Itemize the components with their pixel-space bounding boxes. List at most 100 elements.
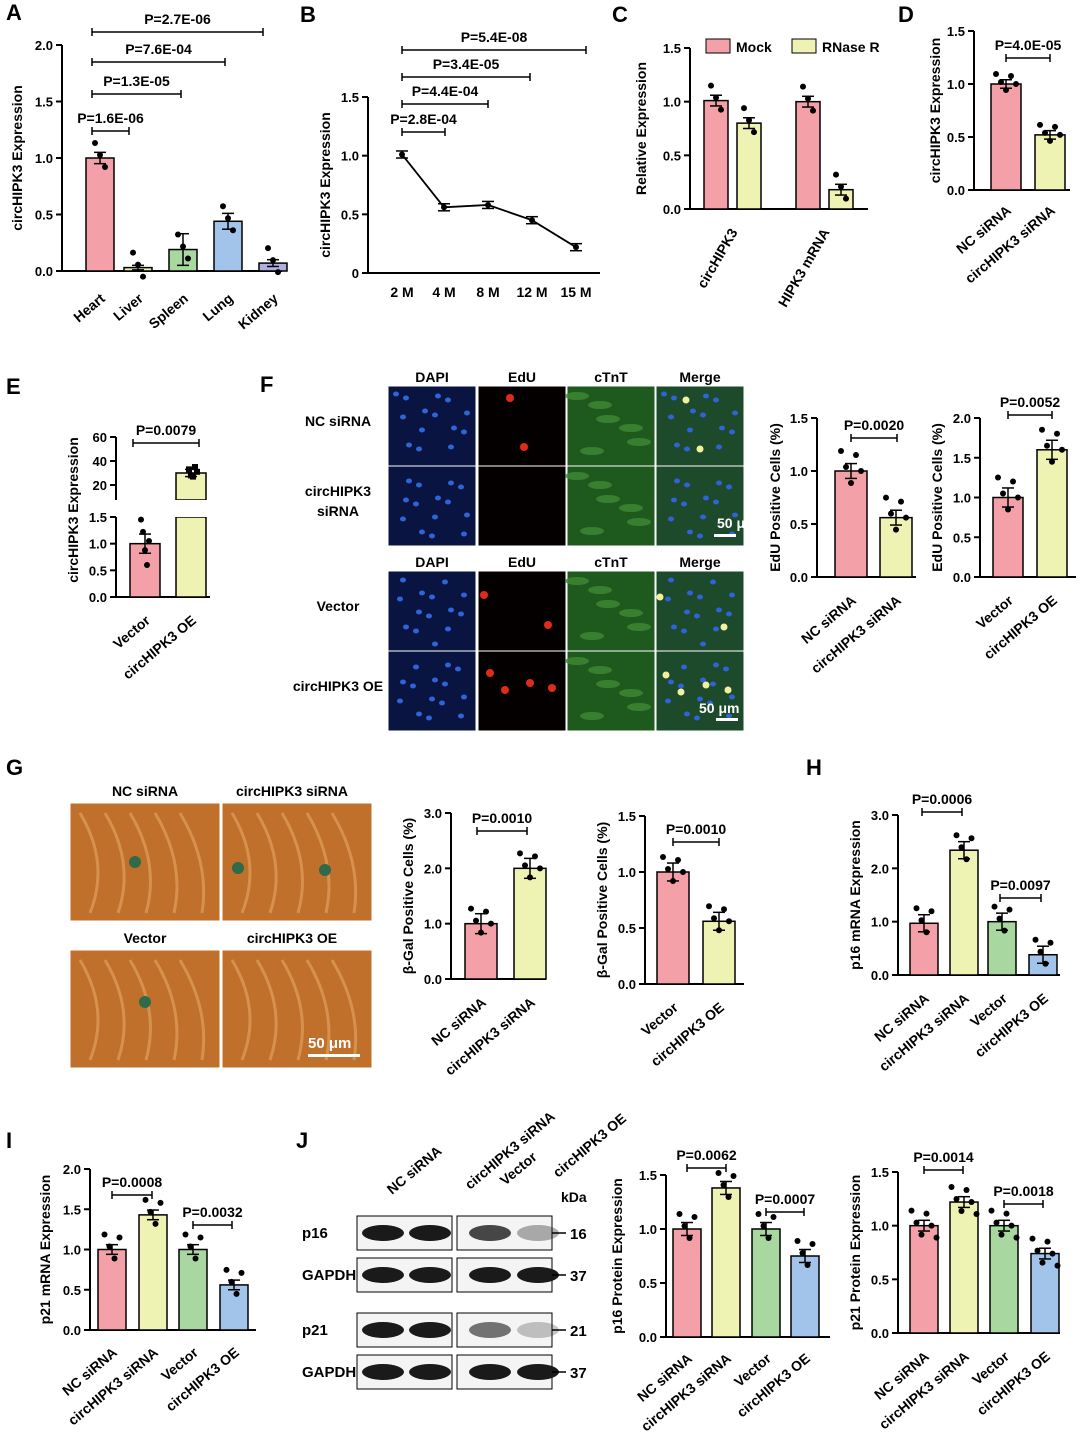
- row-label: Vector: [317, 598, 360, 614]
- protein-band: [362, 1364, 404, 1380]
- beta-gal-stain: [139, 996, 151, 1008]
- panel-label-F: F: [260, 372, 273, 397]
- panel-label-J: J: [296, 1128, 308, 1153]
- y-tick-label: 1.0: [871, 1219, 889, 1234]
- column-header: EdU: [508, 369, 536, 385]
- y-tick-label: 2.0: [871, 861, 889, 876]
- nucleus: [671, 497, 677, 503]
- data-point: [721, 906, 727, 913]
- x-tick-label: Lung: [199, 290, 235, 324]
- data-point: [1003, 1210, 1010, 1217]
- panel-label-G: G: [6, 755, 23, 780]
- data-point: [225, 215, 231, 222]
- cell-outline: [78, 812, 100, 914]
- nucleus: [668, 679, 674, 685]
- data-point: [144, 562, 150, 568]
- cell-outline: [330, 959, 358, 1061]
- column-header: Merge: [679, 369, 720, 385]
- y-tick-label: 1.0: [663, 95, 681, 110]
- p-value-label: P=2.7E-06: [144, 11, 211, 27]
- nucleus: [726, 611, 732, 617]
- nucleus: [419, 529, 425, 535]
- nucleus: [671, 395, 677, 401]
- data-point: [903, 514, 909, 521]
- data-point: [152, 1220, 159, 1227]
- data-point: [140, 528, 146, 535]
- panel-label-E: E: [6, 374, 21, 399]
- y-tick-label: 0.5: [35, 208, 53, 223]
- cell-outline: [230, 959, 252, 1061]
- p-value-label: P=0.0010: [666, 821, 727, 837]
- data-point: [853, 452, 859, 458]
- y-tick-label: 2.0: [63, 1162, 81, 1177]
- y-tick-label: 1.0: [953, 491, 971, 506]
- x-tick-label: Liver: [110, 290, 146, 324]
- data-point: [888, 510, 894, 517]
- data-point: [537, 865, 543, 872]
- p-value-label: P=0.0007: [755, 1191, 816, 1207]
- p-value-label: P=5.4E-08: [461, 29, 528, 45]
- protein-band: [362, 1267, 404, 1283]
- data-point: [142, 1196, 149, 1203]
- protein-band: [409, 1225, 451, 1241]
- p-value-label: P=1.6E-06: [77, 110, 144, 126]
- bar: [987, 920, 1017, 976]
- data-point: [751, 129, 757, 136]
- kda-value: 21: [570, 1323, 587, 1340]
- lane-label: circHIPK3 OE: [550, 1110, 629, 1180]
- row-label: NC siRNA: [305, 413, 371, 429]
- y-tick-label: 1.0: [871, 915, 889, 930]
- y-tick-label: 1.5: [790, 411, 808, 426]
- data-point: [97, 152, 103, 158]
- data-point: [711, 915, 717, 922]
- data-point: [995, 474, 1001, 481]
- nucleus: [451, 425, 457, 431]
- y-tick-label: 1.0: [639, 1222, 657, 1237]
- data-point: [838, 448, 844, 454]
- cell-body: [580, 632, 604, 640]
- cell-outline: [280, 959, 304, 1061]
- data-point: [157, 1199, 164, 1206]
- micrograph-tile: [387, 385, 477, 467]
- bar: [711, 1187, 741, 1338]
- cell-outline: [255, 812, 278, 914]
- cell-outline: [103, 959, 126, 1061]
- bar: [834, 470, 868, 578]
- chart-G2: 0.0 0.5 1.0 1.5 β-Gal Positive Cells (%) Vect…: [594, 809, 744, 1069]
- nucleus: [716, 607, 722, 613]
- y-tick-label: 0.0: [424, 972, 442, 987]
- y-tick-label: 1.0: [35, 151, 53, 166]
- data-point: [988, 1207, 995, 1214]
- protein-band: [409, 1267, 451, 1283]
- data-point: [848, 480, 854, 486]
- p-value-label: P=0.0008: [102, 1174, 163, 1190]
- axis-break: [174, 500, 208, 517]
- data-point: [1047, 137, 1053, 144]
- column-header: cTnT: [594, 369, 628, 385]
- y-axis-label: EdU Positive Cells (%): [767, 423, 783, 572]
- y-tick-label: 0: [352, 266, 359, 281]
- cell-outline: [153, 812, 179, 914]
- data-point: [1052, 123, 1058, 130]
- data-point: [991, 903, 998, 910]
- data-point: [730, 1172, 737, 1179]
- bar-Mock: [795, 100, 821, 210]
- data-point: [968, 1199, 975, 1206]
- nucleus: [455, 666, 461, 672]
- nucleus: [729, 592, 735, 598]
- nucleus: [461, 592, 467, 598]
- y-axis-label: EdU Positive Cells (%): [929, 423, 945, 572]
- nucleus: [448, 607, 454, 613]
- y-tick-label: 0.5: [89, 563, 107, 578]
- data-point: [708, 82, 714, 89]
- data-point: [913, 905, 920, 912]
- protein-band: [517, 1322, 559, 1338]
- y-tick-label: 1.0: [618, 865, 636, 880]
- edu-positive-nucleus: [480, 591, 488, 599]
- nucleus: [400, 679, 406, 685]
- nucleus: [416, 711, 422, 717]
- data-point: [192, 1255, 199, 1262]
- data-point: [1029, 1235, 1036, 1242]
- nucleus: [464, 512, 470, 518]
